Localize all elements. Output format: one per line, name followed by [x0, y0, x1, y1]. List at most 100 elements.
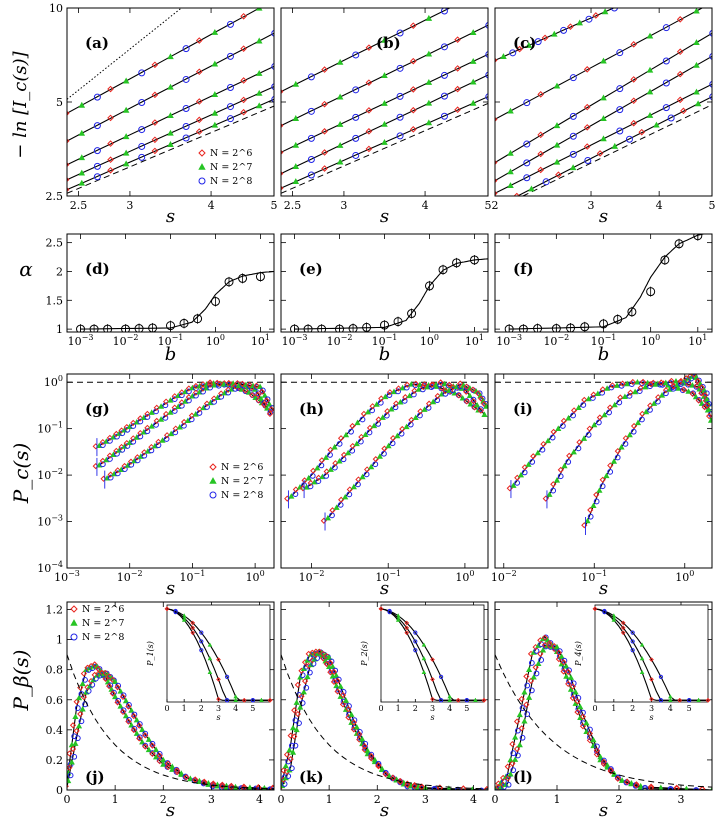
data-point — [549, 434, 556, 441]
data-point — [75, 694, 83, 701]
plot-area — [67, 654, 274, 790]
data-point — [630, 41, 638, 48]
y-tick-label: 0 — [56, 784, 63, 797]
inset-point — [190, 630, 196, 636]
x-tick-label: 10−1 — [158, 333, 184, 348]
data-point — [642, 383, 649, 390]
data-point — [550, 487, 557, 494]
plot-area — [504, 234, 707, 332]
inset-point — [602, 610, 607, 615]
data-point — [144, 428, 151, 435]
data-point — [469, 29, 477, 35]
data-point — [495, 160, 498, 166]
data-point — [623, 778, 631, 786]
data-point — [139, 726, 146, 732]
data-point — [211, 29, 219, 35]
inset-x-tick-label: 1 — [611, 704, 616, 713]
data-point — [504, 324, 514, 332]
data-point — [185, 385, 192, 392]
data-point — [195, 68, 203, 76]
data-point — [122, 77, 130, 84]
data-point — [329, 512, 335, 519]
data-point — [569, 112, 577, 120]
data-point — [707, 417, 712, 423]
data-point — [215, 382, 222, 389]
data-point — [495, 57, 498, 63]
data-point — [386, 389, 394, 396]
data-point — [287, 756, 294, 763]
data-point — [300, 688, 307, 695]
data-point — [93, 147, 101, 155]
data-point — [477, 406, 484, 413]
data-point — [583, 728, 590, 735]
data-point — [289, 749, 297, 755]
data-point — [68, 758, 75, 765]
data-point — [153, 404, 160, 411]
inset-x-tick-label: 1 — [396, 704, 401, 713]
data-point — [534, 38, 542, 46]
data-point — [130, 423, 137, 429]
data-point — [667, 114, 675, 122]
data-point — [546, 491, 553, 497]
data-point — [609, 382, 616, 389]
data-point — [67, 750, 73, 757]
data-point — [138, 126, 146, 134]
data-point — [142, 743, 149, 750]
data-point — [483, 786, 488, 790]
x-tick-label: 3 — [422, 793, 429, 806]
data-point — [171, 393, 178, 400]
panel-label: (l) — [513, 768, 533, 786]
inset-x-tick-label: 5 — [687, 704, 692, 713]
data-point — [566, 667, 572, 674]
data-point — [271, 63, 274, 70]
data-point — [440, 71, 448, 79]
data-point — [107, 437, 113, 444]
data-point — [698, 384, 705, 391]
data-point — [238, 786, 245, 790]
data-point — [307, 171, 315, 179]
data-point — [185, 388, 192, 395]
data-point — [409, 57, 417, 65]
data-point — [137, 433, 144, 440]
data-point — [266, 401, 273, 407]
inset-x-tick-label: 5 — [250, 704, 255, 713]
data-point — [516, 45, 523, 53]
data-point — [138, 142, 146, 150]
data-point — [408, 416, 415, 424]
x-tick-label: 100 — [675, 569, 694, 584]
data-point — [195, 98, 203, 105]
x-tick-label: 3 — [340, 199, 347, 212]
data-point — [226, 52, 234, 60]
legend-g: N = 2^6 N = 2^7 N = 2^8 — [209, 462, 263, 501]
data-point — [646, 66, 654, 73]
data-point — [528, 660, 535, 666]
data-point — [585, 395, 592, 402]
x-axis-label: s — [166, 206, 175, 227]
data-point — [600, 758, 607, 765]
data-point — [457, 380, 464, 387]
data-point — [336, 93, 344, 100]
data-point — [431, 786, 438, 790]
axes-frame — [66, 601, 275, 791]
data-point — [169, 766, 176, 772]
dashed-curve — [67, 654, 274, 790]
data-point — [304, 673, 311, 680]
data-point — [299, 672, 306, 679]
data-point — [107, 85, 114, 93]
data-point — [599, 476, 606, 483]
data-point — [121, 324, 131, 332]
data-point — [149, 740, 156, 747]
panel-label: (j) — [85, 768, 105, 786]
data-point — [333, 672, 340, 679]
data-point — [292, 80, 300, 87]
data-point — [523, 140, 531, 148]
data-point — [616, 106, 624, 114]
data-point — [151, 61, 159, 69]
data-point — [648, 784, 655, 790]
data-point — [704, 402, 711, 409]
data-point — [127, 458, 135, 465]
curve — [510, 381, 709, 490]
data-point — [119, 708, 127, 716]
data-point — [216, 380, 223, 387]
legend-label: N = 2^7 — [82, 618, 124, 629]
